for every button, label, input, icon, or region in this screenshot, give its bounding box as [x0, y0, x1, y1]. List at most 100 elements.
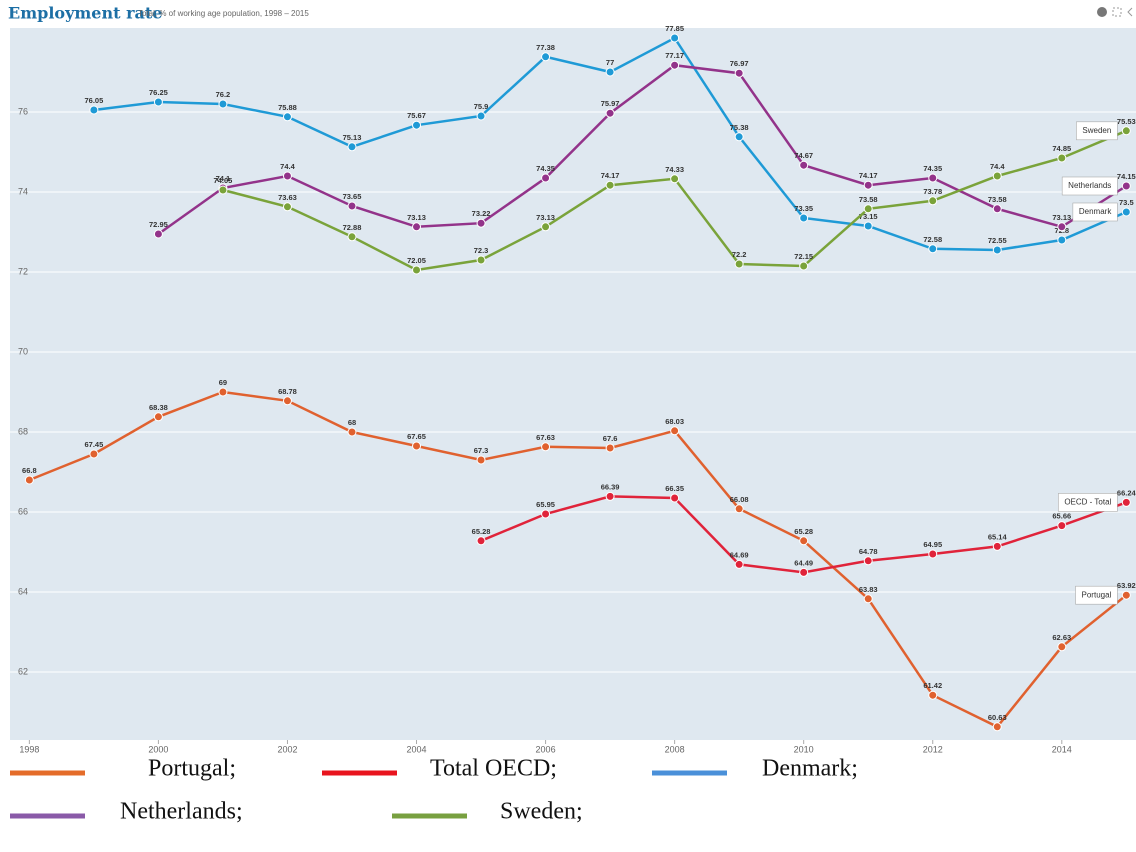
- data-point: [412, 441, 422, 451]
- data-point: [1121, 497, 1131, 507]
- data-label: 76.2: [216, 90, 231, 99]
- data-point: [992, 541, 1002, 551]
- data-point: [1121, 126, 1131, 136]
- data-label: 73.35: [794, 204, 813, 213]
- data-label: 75.9: [474, 102, 489, 111]
- data-label: 73.22: [472, 209, 491, 218]
- data-point: [1121, 181, 1131, 191]
- fullscreen-icon[interactable]: [1112, 7, 1122, 17]
- series-line: [28, 390, 1128, 729]
- y-tick-label: 68: [18, 426, 28, 436]
- data-point: [347, 142, 357, 152]
- data-point: [1057, 153, 1067, 163]
- data-label: 74.05: [214, 176, 233, 185]
- data-label: 67.65: [407, 432, 426, 441]
- data-point: [670, 33, 680, 43]
- data-point: [670, 493, 680, 503]
- data-label: 61.42: [923, 681, 942, 690]
- end-label-box: [1076, 121, 1118, 141]
- chart-subtitle: Total, % of working age population, 1998…: [138, 9, 309, 18]
- end-label-box: [1072, 202, 1118, 222]
- data-point: [347, 201, 357, 211]
- data-label: 66.08: [730, 495, 749, 504]
- data-point: [928, 549, 938, 559]
- data-label: 69: [219, 378, 227, 387]
- data-point: [412, 120, 422, 130]
- data-point: [476, 536, 486, 546]
- data-label: 74.85: [1052, 144, 1071, 153]
- data-point: [863, 204, 873, 214]
- data-label: 74.35: [923, 164, 942, 173]
- data-point: [153, 97, 163, 107]
- data-point: [605, 108, 615, 118]
- data-label: 74.4: [280, 162, 295, 171]
- y-tick-label: 76: [18, 106, 28, 116]
- data-label: 66.8: [22, 466, 37, 475]
- x-tick-label: 1998: [19, 744, 39, 754]
- data-label: 60.63: [988, 713, 1007, 722]
- data-point: [541, 173, 551, 183]
- data-label: 74.15: [1117, 172, 1136, 181]
- data-label: 64.49: [794, 558, 813, 567]
- data-point: [153, 229, 163, 239]
- data-label: 77.85: [665, 24, 684, 33]
- data-label: 64.95: [923, 540, 942, 549]
- chart-title: Employment rate: [8, 4, 162, 23]
- data-point: [282, 112, 292, 122]
- data-point: [282, 171, 292, 181]
- data-label: 65.14: [988, 532, 1008, 541]
- x-tick-label: 2012: [923, 744, 943, 754]
- data-label: 75.38: [730, 123, 749, 132]
- data-label: 68.03: [665, 417, 684, 426]
- data-point: [153, 412, 163, 422]
- data-label: 65.28: [472, 527, 491, 536]
- data-point: [992, 204, 1002, 214]
- data-label: 68: [348, 418, 356, 427]
- data-label: 73.13: [1052, 213, 1071, 222]
- data-point: [863, 556, 873, 566]
- data-label: 77.17: [665, 51, 684, 60]
- data-label: 68.38: [149, 403, 168, 412]
- data-point: [734, 559, 744, 569]
- data-point: [799, 213, 809, 223]
- data-point: [863, 594, 873, 604]
- data-label: 67.45: [84, 440, 103, 449]
- data-label: 77: [606, 58, 614, 67]
- data-point: [734, 68, 744, 78]
- data-point: [1121, 590, 1131, 600]
- data-point: [282, 202, 292, 212]
- y-tick-label: 70: [18, 346, 28, 356]
- end-label-box: [1061, 176, 1118, 196]
- data-label: 68.78: [278, 387, 297, 396]
- data-label: 72.2: [732, 250, 747, 259]
- data-point: [89, 105, 99, 115]
- data-point: [541, 442, 551, 452]
- data-point: [476, 111, 486, 121]
- data-label: 73.65: [343, 192, 362, 201]
- info-icon[interactable]: [1097, 7, 1107, 17]
- data-label: 74.4: [990, 162, 1005, 171]
- x-tick-label: 2010: [794, 744, 814, 754]
- data-label: 72.88: [343, 223, 362, 232]
- data-point: [605, 443, 615, 453]
- data-label: 74.1: [216, 174, 231, 183]
- data-point: [476, 455, 486, 465]
- data-point: [1057, 642, 1067, 652]
- end-label: OECD - Total: [1064, 498, 1111, 507]
- data-label: 65.95: [536, 500, 555, 509]
- data-point: [928, 690, 938, 700]
- data-label: 67.3: [474, 446, 489, 455]
- data-label: 73.58: [859, 195, 878, 204]
- data-label: 72.15: [794, 252, 813, 261]
- collapse-icon[interactable]: [1127, 7, 1133, 17]
- data-label: 74.17: [859, 171, 878, 180]
- data-label: 74.17: [601, 171, 620, 180]
- data-label: 72.55: [988, 236, 1007, 245]
- legend-label: Sweden;: [500, 799, 583, 825]
- data-point: [1057, 521, 1067, 531]
- data-label: 74.33: [665, 165, 684, 174]
- data-label: 62.63: [1052, 633, 1071, 642]
- data-point: [541, 222, 551, 232]
- data-point: [992, 245, 1002, 255]
